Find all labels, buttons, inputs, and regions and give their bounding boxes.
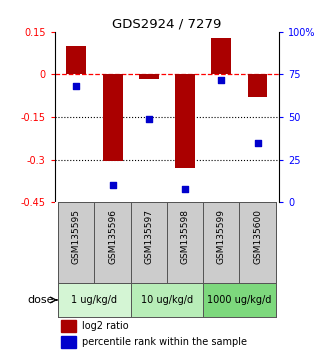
Bar	[58, 283, 131, 317]
Text: 10 ug/kg/d: 10 ug/kg/d	[141, 295, 193, 305]
Point	[219, 77, 224, 82]
Text: 1000 ug/kg/d: 1000 ug/kg/d	[207, 295, 272, 305]
Bar	[131, 283, 203, 317]
Bar	[61, 336, 76, 348]
Title: GDS2924 / 7279: GDS2924 / 7279	[112, 18, 221, 31]
Bar	[66, 46, 86, 74]
Point	[110, 183, 115, 188]
Text: 1 ug/kg/d: 1 ug/kg/d	[72, 295, 117, 305]
Bar	[247, 74, 267, 97]
Bar	[94, 202, 131, 283]
Text: GSM135597: GSM135597	[144, 209, 153, 264]
Bar	[211, 38, 231, 74]
Bar	[58, 202, 94, 283]
Point	[255, 140, 260, 145]
Text: GSM135600: GSM135600	[253, 209, 262, 264]
Point	[146, 116, 152, 122]
Text: GSM135595: GSM135595	[72, 209, 81, 264]
Text: percentile rank within the sample: percentile rank within the sample	[82, 337, 247, 347]
Bar	[203, 283, 276, 317]
Bar	[167, 202, 203, 283]
Point	[74, 84, 79, 89]
Text: GSM135598: GSM135598	[180, 209, 189, 264]
Text: GSM135599: GSM135599	[217, 209, 226, 264]
Text: dose: dose	[27, 295, 54, 305]
Bar	[203, 202, 239, 283]
Bar	[139, 74, 159, 79]
Bar	[131, 202, 167, 283]
Text: GSM135596: GSM135596	[108, 209, 117, 264]
Text: log2 ratio: log2 ratio	[82, 321, 128, 331]
Point	[182, 186, 187, 192]
Bar	[239, 202, 276, 283]
Bar	[175, 74, 195, 168]
Bar	[61, 320, 76, 332]
Bar	[103, 74, 123, 161]
